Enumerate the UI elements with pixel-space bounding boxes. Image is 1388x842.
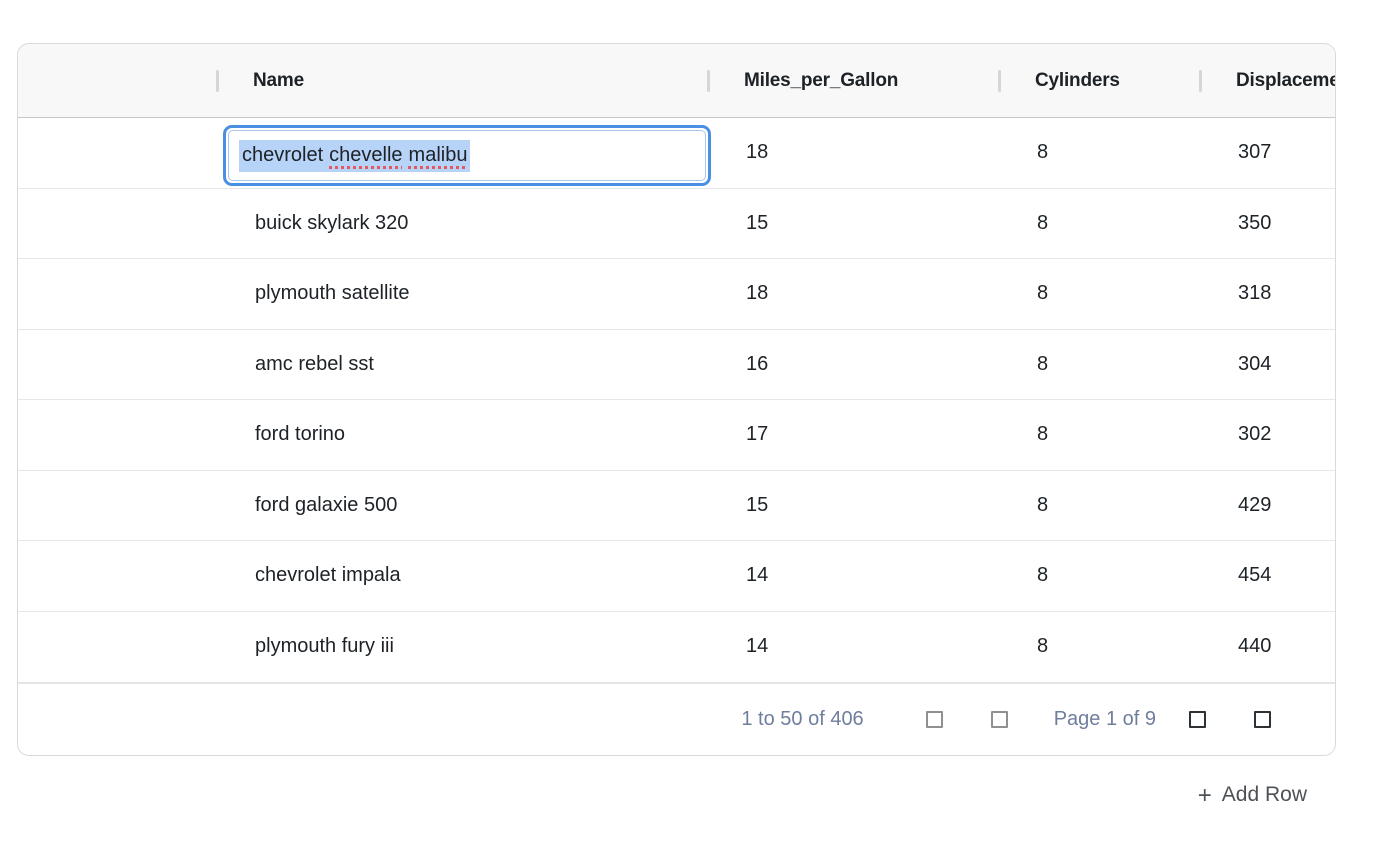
mpg-cell[interactable]: 18 <box>746 141 769 164</box>
row-handle-cell[interactable] <box>18 541 217 611</box>
displacement-cell[interactable]: 302 <box>1238 423 1272 446</box>
last-page-button[interactable] <box>1254 711 1271 728</box>
data-grid: Name Miles_per_Gallon Cylinders Displace… <box>17 43 1336 756</box>
mpg-cell[interactable]: 18 <box>746 282 769 305</box>
mpg-cell[interactable]: 16 <box>746 352 769 375</box>
column-header-label: Displacement <box>1236 69 1335 91</box>
column-header-cylinders[interactable]: Cylinders <box>999 44 1200 117</box>
table-row: plymouth satellite 18 8 318 <box>18 259 1335 330</box>
cylinders-cell[interactable]: 8 <box>1037 141 1049 164</box>
editor-word: chevrolet <box>242 143 324 166</box>
column-header-name[interactable]: Name <box>217 44 708 117</box>
add-row-button[interactable]: + Add Row <box>1198 783 1307 807</box>
name-cell[interactable]: chevrolet impala <box>255 564 401 587</box>
row-handle-cell[interactable] <box>18 330 217 400</box>
first-page-button[interactable] <box>925 711 943 728</box>
grid-header-row: Name Miles_per_Gallon Cylinders Displace… <box>18 44 1335 118</box>
mpg-cell[interactable]: 15 <box>746 211 769 234</box>
mpg-cell[interactable]: 14 <box>746 635 769 658</box>
next-page-button[interactable] <box>1189 711 1206 728</box>
column-header-miles-per-gallon[interactable]: Miles_per_Gallon <box>708 44 999 117</box>
cylinders-cell[interactable]: 8 <box>1037 282 1049 305</box>
editor-word-misspelled: malibu <box>408 143 468 166</box>
column-header-label: Miles_per_Gallon <box>744 69 899 91</box>
add-row-label: Add Row <box>1221 783 1307 806</box>
displacement-cell[interactable]: 350 <box>1238 211 1272 234</box>
name-cell[interactable]: plymouth fury iii <box>255 635 394 658</box>
cell-editor-input[interactable]: chevrolet chevelle malibu <box>228 130 706 181</box>
previous-page-button[interactable] <box>990 711 1008 728</box>
table-row: chevrolet impala 14 8 454 <box>18 541 1335 612</box>
mpg-cell[interactable]: 15 <box>746 493 769 516</box>
name-cell[interactable]: buick skylark 320 <box>255 211 409 234</box>
row-handle-cell[interactable] <box>18 612 217 683</box>
displacement-cell[interactable]: 304 <box>1238 352 1272 375</box>
cylinders-cell[interactable]: 8 <box>1037 564 1049 587</box>
editor-word-misspelled: chevelle <box>329 143 403 166</box>
displacement-cell[interactable]: 307 <box>1238 141 1272 164</box>
cylinders-cell[interactable]: 8 <box>1037 423 1049 446</box>
name-cell[interactable]: amc rebel sst <box>255 352 374 375</box>
cylinders-cell[interactable]: 8 <box>1037 352 1049 375</box>
table-row: ford galaxie 500 15 8 429 <box>18 470 1335 541</box>
grid-body: 18 8 307 chevrolet chevelle malibu buick s… <box>18 118 1335 682</box>
row-handle-cell[interactable] <box>18 471 217 541</box>
row-handle-cell[interactable] <box>18 259 217 329</box>
table-row: buick skylark 320 15 8 350 <box>18 188 1335 259</box>
row-range-summary: 1 to 50 of 406 <box>741 708 864 730</box>
name-cell[interactable]: plymouth satellite <box>255 282 410 305</box>
cylinders-cell[interactable]: 8 <box>1037 635 1049 658</box>
name-cell[interactable]: ford torino <box>255 423 346 446</box>
plus-icon: + <box>1197 781 1212 809</box>
page-indicator: Page 1 of 9 <box>1053 708 1156 730</box>
displacement-cell[interactable]: 440 <box>1238 635 1272 658</box>
displacement-cell[interactable]: 429 <box>1238 493 1272 516</box>
pagination-panel: 1 to 50 of 406 Page 1 of 9 <box>18 682 1335 755</box>
column-header-row-handle <box>18 44 217 117</box>
table-row: 18 8 307 chevrolet chevelle malibu <box>18 118 1335 189</box>
column-header-displacement[interactable]: Displacement <box>1200 44 1335 117</box>
table-row: ford torino 17 8 302 <box>18 400 1335 471</box>
displacement-cell[interactable]: 454 <box>1238 564 1272 587</box>
row-handle-cell[interactable] <box>18 189 217 259</box>
cell-editor[interactable]: chevrolet chevelle malibu <box>223 125 711 186</box>
displacement-cell[interactable]: 318 <box>1238 282 1272 305</box>
column-header-label: Name <box>253 69 304 91</box>
mpg-cell[interactable]: 17 <box>746 423 769 446</box>
row-handle-cell[interactable] <box>18 118 217 188</box>
row-handle-cell[interactable] <box>18 400 217 470</box>
cylinders-cell[interactable]: 8 <box>1037 211 1049 234</box>
name-cell[interactable]: ford galaxie 500 <box>255 493 398 516</box>
table-row: plymouth fury iii 14 8 440 <box>18 611 1335 683</box>
column-header-label: Cylinders <box>1035 69 1120 91</box>
table-row: amc rebel sst 16 8 304 <box>18 329 1335 400</box>
cylinders-cell[interactable]: 8 <box>1037 493 1049 516</box>
mpg-cell[interactable]: 14 <box>746 564 769 587</box>
selected-text: chevrolet chevelle malibu <box>239 139 471 172</box>
